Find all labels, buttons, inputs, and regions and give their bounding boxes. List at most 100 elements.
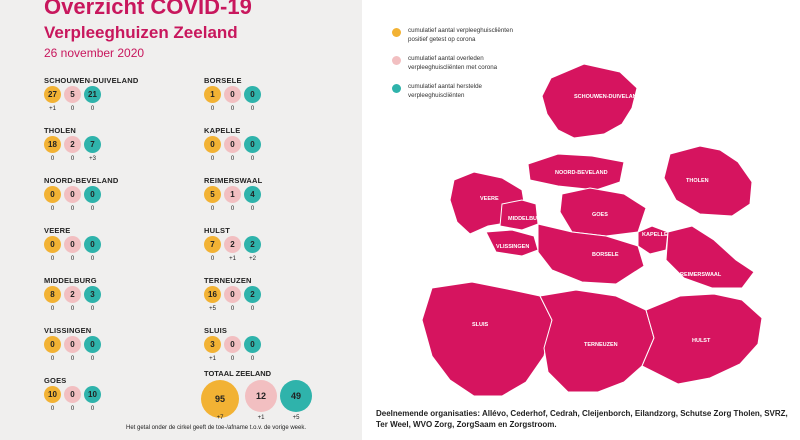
- deceased-delta: 0: [230, 106, 235, 112]
- map-region-tholen: [663, 145, 753, 217]
- deceased-circle: 2: [224, 236, 241, 253]
- positive-circle: 18: [44, 136, 61, 153]
- recovered-circle: 2: [244, 286, 261, 303]
- legend-dot: [392, 56, 401, 65]
- positive-delta: 0: [50, 306, 55, 312]
- positive-delta: 0: [50, 356, 55, 362]
- map-label-middelburg: MIDDELBURG: [508, 216, 545, 222]
- map-region-noord-beveland: [527, 153, 625, 191]
- region-name: VEERE: [44, 226, 71, 235]
- recovered-delta: 0: [90, 406, 95, 412]
- deceased-circle: 2: [64, 136, 81, 153]
- deceased-delta: 0: [230, 306, 235, 312]
- positive-circle: 10: [44, 386, 61, 403]
- page-title: Overzicht COVID-19: [44, 0, 252, 19]
- deceased-circle: 0: [64, 336, 81, 353]
- positive-circle: 0: [204, 136, 221, 153]
- map-label-reimerswaal: REIMERSWAAL: [680, 272, 722, 278]
- map-region-vlissingen: [485, 229, 539, 257]
- region-name: NOORD-BEVELAND: [44, 176, 119, 185]
- region-name: MIDDELBURG: [44, 276, 97, 285]
- recovered-delta: 0: [90, 206, 95, 212]
- region-name: REIMERSWAAL: [204, 176, 263, 185]
- recovered-circle: 10: [84, 386, 101, 403]
- recovered-circle: 2: [244, 236, 261, 253]
- recovered-delta: 0: [90, 356, 95, 362]
- region-sluis: SLUIS 3 +1 0 0 0 0: [204, 326, 354, 376]
- region-name: SLUIS: [204, 326, 228, 335]
- recovered-delta: +2: [249, 256, 256, 262]
- region-name: TERNEUZEN: [204, 276, 252, 285]
- positive-delta: 0: [50, 256, 55, 262]
- positive-delta: 0: [50, 206, 55, 212]
- deceased-delta: 0: [230, 356, 235, 362]
- region-goes: GOES 10 0 0 0 10 0: [44, 376, 194, 426]
- region-name: HULST: [204, 226, 230, 235]
- map-label-tholen: THOLEN: [686, 178, 709, 184]
- map-region-schouwen-duiveland: [541, 63, 638, 139]
- map-region-terneuzen: [539, 289, 655, 393]
- recovered-delta: 0: [90, 256, 95, 262]
- deceased-delta: 0: [70, 256, 75, 262]
- positive-delta: +5: [209, 306, 216, 312]
- region-noord-beveland: NOORD-BEVELAND 0 0 0 0 0 0: [44, 176, 194, 226]
- region-hulst: HULST 7 0 2 +1 2 +2: [204, 226, 354, 276]
- recovered-circle: 4: [244, 186, 261, 203]
- positive-circle: 7: [204, 236, 221, 253]
- recovered-delta: 0: [250, 306, 255, 312]
- deceased-circle: 5: [64, 86, 81, 103]
- map-region-sluis: [421, 281, 553, 397]
- deceased-circle: 0: [224, 86, 241, 103]
- total-deceased-circle: 12: [245, 380, 277, 412]
- recovered-circle: 0: [84, 236, 101, 253]
- positive-delta: +1: [49, 106, 56, 112]
- deceased-circle: 0: [64, 186, 81, 203]
- deceased-circle: 0: [224, 336, 241, 353]
- region-kapelle: KAPELLE 0 0 0 0 0 0: [204, 126, 354, 176]
- recovered-circle: 7: [84, 136, 101, 153]
- map-region-middelburg: [499, 199, 539, 231]
- positive-circle: 0: [44, 186, 61, 203]
- deceased-delta: 0: [70, 306, 75, 312]
- legend-dot: [392, 84, 401, 93]
- map-label-sluis: SLUIS: [472, 322, 489, 328]
- deceased-circle: 0: [64, 236, 81, 253]
- positive-delta: 0: [210, 106, 215, 112]
- deceased-delta: 0: [230, 206, 235, 212]
- legend-text: cumulatief aantal herstelde verpleeghuis…: [408, 83, 482, 99]
- region-schouwen-duiveland: SCHOUWEN-DUIVELAND 27 +1 5 0 21 0: [44, 76, 194, 126]
- region-name: KAPELLE: [204, 126, 241, 135]
- map-label-kapelle: KAPELLE: [642, 232, 668, 238]
- recovered-circle: 0: [244, 336, 261, 353]
- positive-circle: 0: [44, 336, 61, 353]
- map-label-goes: GOES: [592, 212, 608, 218]
- positive-circle: 27: [44, 86, 61, 103]
- total-deceased-delta: +1: [257, 415, 265, 421]
- region-name: GOES: [44, 376, 67, 385]
- map-label-schouwen-duiveland: SCHOUWEN-DUIVELAND: [574, 94, 641, 100]
- total-positive-circle: 95: [201, 380, 239, 418]
- recovered-circle: 0: [84, 186, 101, 203]
- total-recovered-delta: +5: [292, 415, 300, 421]
- region-veere: VEERE 0 0 0 0 0 0: [44, 226, 194, 276]
- deceased-circle: 0: [64, 386, 81, 403]
- deceased-delta: 0: [70, 156, 75, 162]
- deceased-delta: 0: [70, 356, 75, 362]
- map-region-reimerswaal: [665, 225, 755, 289]
- recovered-circle: 0: [244, 136, 261, 153]
- deceased-delta: 0: [70, 406, 75, 412]
- positive-circle: 1: [204, 86, 221, 103]
- recovered-delta: 0: [250, 156, 255, 162]
- map-label-hulst: HULST: [692, 338, 711, 344]
- map-label-veere: VEERE: [480, 196, 499, 202]
- region-name: THOLEN: [44, 126, 77, 135]
- map-region-hulst: [641, 293, 763, 385]
- positive-circle: 0: [44, 236, 61, 253]
- deceased-circle: 2: [64, 286, 81, 303]
- report-date: 26 november 2020: [44, 46, 145, 60]
- region-name: BORSELE: [204, 76, 242, 85]
- map-label-noord-beveland: NOORD-BEVELAND: [555, 170, 608, 176]
- positive-delta: 0: [210, 156, 215, 162]
- positive-circle: 8: [44, 286, 61, 303]
- region-terneuzen: TERNEUZEN 16 +5 0 0 2 0: [204, 276, 354, 326]
